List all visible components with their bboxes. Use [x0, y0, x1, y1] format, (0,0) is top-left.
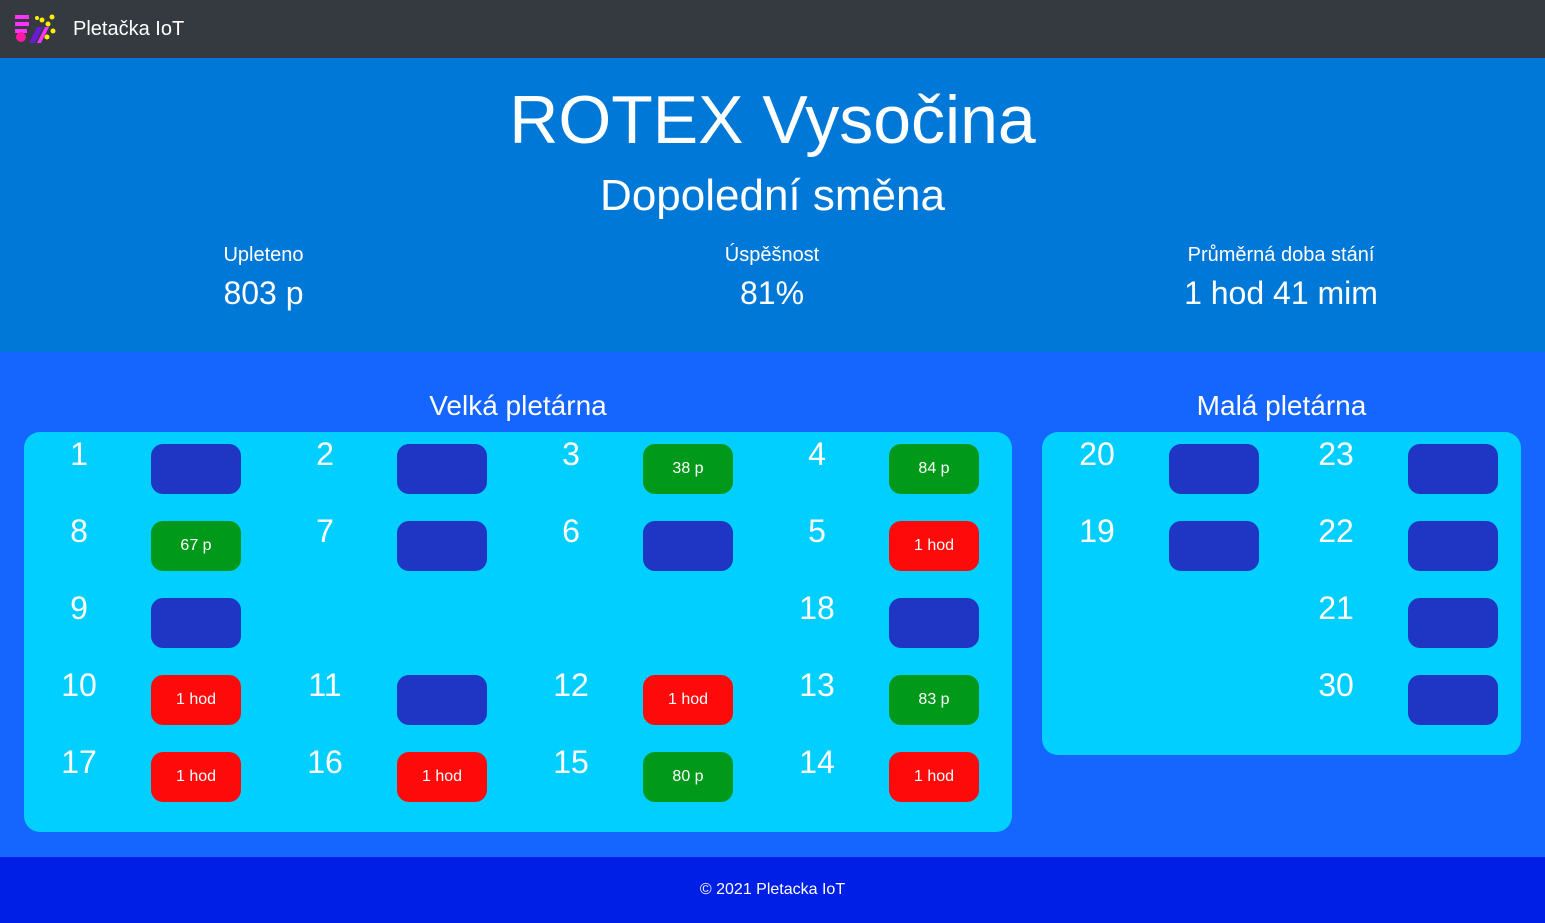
footer-copyright: © 2021 Pletacka IoT — [699, 881, 846, 898]
stat-label: Upleteno — [223, 244, 304, 266]
machine-status-button[interactable]: 1 hod — [397, 752, 487, 802]
machine-status-button[interactable]: 84 p — [889, 444, 979, 494]
machine-status-button[interactable] — [1408, 444, 1498, 494]
stat-value: 803 p — [223, 275, 304, 311]
big-hall-title: Velká pletárna — [429, 390, 607, 421]
machine-10: 10 1 hod — [24, 663, 270, 740]
machine-number: 23 — [1318, 436, 1354, 472]
machine-20: 20 — [1042, 432, 1288, 509]
machine-number: 5 — [808, 513, 826, 549]
stat-label: Průměrná doba stání — [1187, 244, 1375, 266]
machine-number: 22 — [1318, 513, 1354, 549]
hero-header: ROTEX Vysočina Dopolední směna Upleteno … — [0, 58, 1545, 352]
machine-number: 14 — [799, 744, 835, 780]
machine-4: 4 84 p — [762, 432, 1008, 509]
stat-upleteno: Upleteno 803 p — [0, 244, 527, 312]
machine-number: 11 — [308, 667, 342, 703]
machine-1: 1 — [24, 432, 270, 509]
machine-status-button[interactable] — [1169, 444, 1259, 494]
machine-7: 7 — [270, 509, 516, 586]
machine-11: 11 — [270, 663, 516, 740]
machine-status-button[interactable]: 1 hod — [151, 675, 241, 725]
machine-status-button[interactable] — [1408, 598, 1498, 648]
machine-22: 22 — [1281, 509, 1527, 586]
stat-label: Úspěšnost — [724, 244, 820, 266]
machine-14: 14 1 hod — [762, 740, 1008, 817]
machine-number: 6 — [562, 513, 580, 549]
machine-30: 30 — [1281, 663, 1527, 740]
machine-status-button[interactable]: 1 hod — [643, 675, 733, 725]
machine-16: 16 1 hod — [270, 740, 516, 817]
machine-status-button[interactable]: 1 hod — [889, 521, 979, 571]
small-hall-title: Malá pletárna — [1196, 390, 1367, 421]
machine-number: 9 — [70, 590, 88, 626]
machine-status-button[interactable] — [1408, 675, 1498, 725]
machine-number: 30 — [1318, 667, 1354, 703]
machine-status-button[interactable] — [1169, 521, 1259, 571]
machine-status-button[interactable]: 67 p — [151, 521, 241, 571]
machine-9: 9 — [24, 586, 270, 663]
machine-17: 17 1 hod — [24, 740, 270, 817]
machine-number: 1 — [70, 436, 88, 472]
machine-number: 20 — [1079, 436, 1115, 472]
machine-number: 2 — [316, 436, 334, 472]
machine-13: 13 83 p — [762, 663, 1008, 740]
machine-23: 23 — [1281, 432, 1527, 509]
machine-status-button[interactable] — [397, 444, 487, 494]
machine-number: 13 — [799, 667, 835, 703]
machine-18: 18 — [762, 586, 1008, 663]
machine-number: 3 — [562, 436, 580, 472]
machine-12: 12 1 hod — [516, 663, 762, 740]
pletacka-logo-icon[interactable] — [15, 13, 57, 45]
machine-21: 21 — [1281, 586, 1527, 663]
company-title: ROTEX Vysočina — [509, 82, 1036, 158]
machine-8: 8 67 p — [24, 509, 270, 586]
machine-status-button[interactable] — [889, 598, 979, 648]
machine-6: 6 — [516, 509, 762, 586]
stat-uspesnost: Úspěšnost 81% — [527, 244, 1017, 312]
machine-status-button[interactable]: 38 p — [643, 444, 733, 494]
machine-2: 2 — [270, 432, 516, 509]
machine-status-button[interactable] — [397, 675, 487, 725]
machine-number: 21 — [1318, 590, 1354, 626]
machine-status-button[interactable]: 1 hod — [889, 752, 979, 802]
stat-value: 81% — [739, 275, 805, 311]
navbar: Pletačka IoT — [0, 0, 1545, 58]
machine-number: 12 — [553, 667, 589, 703]
machine-number: 7 — [316, 513, 334, 549]
machine-status-button[interactable] — [1408, 521, 1498, 571]
machine-5: 5 1 hod — [762, 509, 1008, 586]
machine-number: 19 — [1079, 513, 1115, 549]
shift-title: Dopolední směna — [600, 171, 945, 220]
brand-name[interactable]: Pletačka IoT — [73, 17, 185, 40]
machine-status-button[interactable] — [643, 521, 733, 571]
machine-number: 10 — [61, 667, 97, 703]
machine-status-button[interactable]: 83 p — [889, 675, 979, 725]
stats-row: Upleteno 803 p Úspěšnost 81% Průměrná do… — [0, 244, 1545, 312]
machine-15: 15 80 p — [516, 740, 762, 817]
stat-prumerna-doba-stani: Průměrná doba stání 1 hod 41 mim — [1017, 244, 1545, 312]
machine-number: 8 — [70, 513, 88, 549]
footer: © 2021 Pletacka IoT — [0, 857, 1545, 923]
machine-number: 18 — [799, 590, 835, 626]
machine-status-button[interactable] — [397, 521, 487, 571]
stat-value: 1 hod 41 mim — [1184, 275, 1378, 311]
machine-number: 16 — [307, 744, 343, 780]
machine-status-button[interactable]: 1 hod — [151, 752, 241, 802]
machine-number: 17 — [61, 744, 97, 780]
machine-status-button[interactable] — [151, 444, 241, 494]
machine-3: 3 38 p — [516, 432, 762, 509]
machine-status-button[interactable] — [151, 598, 241, 648]
machine-number: 4 — [808, 436, 826, 472]
machine-19: 19 — [1042, 509, 1288, 586]
machine-status-button[interactable]: 80 p — [643, 752, 733, 802]
small-hall-panel: 20 23 19 22 21 30 — [1042, 432, 1521, 755]
machine-number: 15 — [553, 744, 589, 780]
